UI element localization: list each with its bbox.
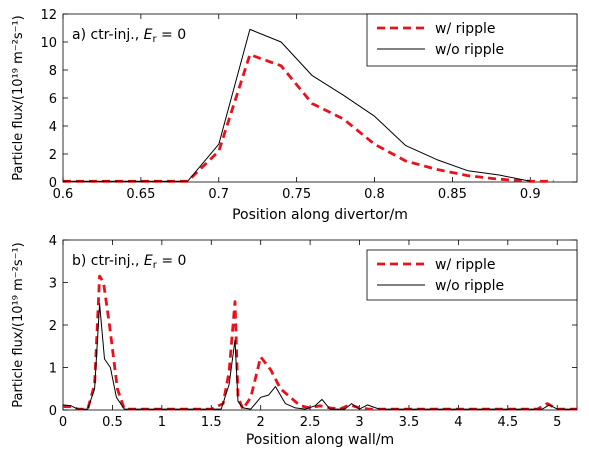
x-tick-label: 0	[59, 415, 67, 430]
y-tick-label: 1	[49, 362, 57, 377]
x-tick-label: 1	[158, 415, 166, 430]
y-axis-label: Particle flux/(10¹⁹ m⁻²s⁻¹)	[11, 242, 26, 408]
x-tick-label: 0.75	[282, 187, 311, 202]
x-tick-label: 0.65	[126, 187, 155, 202]
panel-label: b) ctr-inj., Er = 0	[72, 253, 186, 271]
x-tick-label: 4	[454, 415, 462, 430]
y-tick-label: 0	[49, 176, 57, 191]
y-tick-label: 2	[49, 148, 57, 163]
x-tick-label: 0.9	[520, 187, 541, 202]
series-line-without-ripple	[63, 28, 531, 182]
legend: w/ ripple w/o ripple	[366, 249, 578, 301]
y-tick-label: 4	[49, 234, 57, 249]
series-line-with-ripple	[63, 274, 577, 411]
y-tick-label: 4	[49, 120, 57, 135]
legend-box	[366, 249, 578, 301]
legend: w/ ripple w/o ripple	[366, 13, 578, 67]
x-tick-label: 2.5	[300, 415, 321, 430]
x-tick-label: 3	[355, 415, 363, 430]
x-axis-label: Position along wall/m	[246, 432, 394, 448]
legend-label: w/o ripple	[435, 42, 504, 58]
chart-panel-a: 0.6 0.65 0.7 0.75 0.8 0.85 0.9 0 2 4 6 8 10 12 a) ctr-…	[11, 8, 578, 223]
legend-label: w/o ripple	[435, 278, 504, 294]
x-tick-label: 4.5	[497, 415, 518, 430]
x-tick-label: 3.5	[399, 415, 420, 430]
y-tick-label: 0	[49, 404, 57, 419]
y-tick-label: 6	[49, 92, 57, 107]
x-tick-label: 0.6	[53, 187, 74, 202]
series-line-without-ripple	[62, 303, 577, 410]
x-tick-label: 2	[257, 415, 265, 430]
y-tick-label: 3	[49, 277, 57, 292]
x-axis-label: Position along divertor/m	[232, 207, 408, 223]
legend-label: w/ ripple	[435, 257, 496, 273]
y-axis-label: Particle flux/(10¹⁹ m⁻²s⁻¹)	[11, 15, 26, 181]
legend-label: w/ ripple	[435, 21, 496, 37]
y-tick-label: 12	[40, 8, 57, 23]
x-tick-label: 0.5	[102, 415, 123, 430]
legend-box	[366, 13, 578, 67]
chart-panel-b: 0 0.5 1 1.5 2 2.5 3 3.5 4 4.5 5 0 1 2 3 4 b) ctr-inj., E…	[11, 234, 578, 448]
x-tick-label: 1.5	[201, 415, 222, 430]
y-tick-label: 8	[49, 64, 57, 79]
panel-label: a) ctr-inj., Er = 0	[72, 27, 186, 45]
x-tick-label: 5	[553, 415, 561, 430]
x-tick-label: 0.7	[208, 187, 229, 202]
x-tick-label: 0.85	[438, 187, 467, 202]
y-tick-label: 10	[40, 36, 57, 51]
y-tick-label: 2	[49, 319, 57, 334]
series-line-with-ripple	[63, 53, 554, 183]
x-tick-label: 0.8	[364, 187, 385, 202]
